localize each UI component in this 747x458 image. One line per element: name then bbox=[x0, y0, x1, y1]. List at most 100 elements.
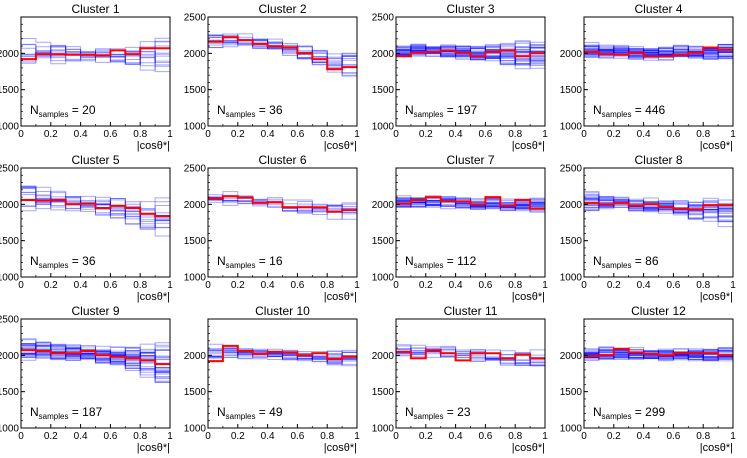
y-tick-label: 2000 bbox=[560, 351, 583, 362]
x-tick-label: 0.6 bbox=[103, 129, 117, 140]
y-tick-label: 1500 bbox=[560, 387, 583, 398]
y-tick-label: 1000 bbox=[372, 424, 395, 435]
variation-histogram bbox=[396, 200, 545, 210]
x-tick-label: 1 bbox=[730, 280, 736, 291]
nominal-histogram bbox=[584, 347, 733, 358]
x-axis-label: |cosθ*| bbox=[700, 140, 733, 152]
n-samples-label: Nsamples = 20 bbox=[30, 103, 96, 119]
variation-histogram bbox=[396, 200, 545, 212]
x-tick-label: 0.4 bbox=[74, 280, 88, 291]
y-tick-label: 1000 bbox=[0, 122, 19, 133]
x-tick-label: 0.4 bbox=[637, 129, 651, 140]
y-tick-label: 1500 bbox=[372, 236, 395, 247]
cluster-chart: Cluster 4 1000 1500 2000 0 0.2 0.4 0.6 0.8 1|cosθ… bbox=[560, 2, 736, 152]
x-tick-label: 1 bbox=[730, 129, 736, 140]
cluster-panel: Cluster 4 1000 1500 2000 0 0.2 0.4 0.6 0.8 1 |cosθ… bbox=[544, 0, 736, 156]
variation-histogram bbox=[21, 344, 170, 364]
y-tick-label: 1500 bbox=[0, 85, 19, 96]
cluster-chart: Cluster 1 1000 1500 2000 0 0.2 0.4 0.6 0.8 1|cosθ… bbox=[0, 2, 173, 152]
panel-title: Cluster 5 bbox=[71, 153, 119, 167]
x-tick-label: 0.8 bbox=[133, 129, 147, 140]
y-tick-label: 2000 bbox=[184, 351, 207, 362]
variation-histogram bbox=[208, 191, 357, 210]
variation-histogram bbox=[584, 202, 733, 223]
y-tick-label: 1500 bbox=[0, 387, 19, 398]
variation-histogram bbox=[21, 40, 170, 59]
x-tick-label: 0.6 bbox=[666, 431, 680, 442]
x-tick-label: 0.8 bbox=[508, 280, 522, 291]
panel-title: Cluster 10 bbox=[255, 304, 310, 318]
x-tick-label: 0.6 bbox=[478, 431, 492, 442]
x-tick-label: 0.6 bbox=[478, 280, 492, 291]
panel-title: Cluster 1 bbox=[71, 2, 119, 16]
cluster-panel: Cluster 10 1000 1500 2000 0 0.2 0.4 0.6 0.8 1 |cos… bbox=[168, 302, 360, 458]
y-tick-label: 2000 bbox=[372, 200, 395, 211]
cluster-chart: Cluster 7 1000 1500 2000 0 0.2 0.4 0.6 0.8 1|cosθ… bbox=[372, 153, 548, 303]
x-tick-label: 0.6 bbox=[478, 129, 492, 140]
variation-histogram bbox=[584, 48, 733, 59]
x-axis-label: |cosθ*| bbox=[512, 140, 545, 152]
variation-histogram bbox=[208, 350, 357, 366]
x-axis-label: |cosθ*| bbox=[700, 291, 733, 303]
y-tick-label: 2000 bbox=[184, 49, 207, 60]
n-samples-label: Nsamples = 197 bbox=[405, 103, 477, 119]
y-tick-label: 1000 bbox=[560, 122, 583, 133]
x-tick-label: 0.4 bbox=[449, 129, 463, 140]
y-tick-label: 1500 bbox=[560, 236, 583, 247]
panel-title: Cluster 3 bbox=[446, 2, 494, 16]
nominal-histogram bbox=[208, 36, 357, 71]
x-tick-label: 1 bbox=[354, 280, 360, 291]
y-tick-label: 2000 bbox=[372, 351, 395, 362]
n-samples-label: Nsamples = 299 bbox=[593, 405, 665, 421]
cluster-chart: Cluster 5 1000 1500 2000 2500 0 0.2 0.4 0.6 0.8 1|… bbox=[0, 153, 173, 303]
panel-title: Cluster 4 bbox=[634, 2, 682, 16]
cluster-chart: Cluster 2 1000 1500 2000 2500 0 0.2 0.4 0.6 0.8 1|… bbox=[184, 2, 360, 152]
nominal-histogram bbox=[396, 49, 545, 58]
x-tick-label: 0 bbox=[18, 280, 24, 291]
x-axis-label: |cosθ*| bbox=[700, 442, 733, 454]
n-samples-label: Nsamples = 36 bbox=[30, 254, 96, 270]
variation-histogram bbox=[21, 43, 170, 67]
cluster-panel: Cluster 11 1000 1500 2000 0 0.2 0.4 0.6 0.8 1 |cos… bbox=[356, 302, 548, 458]
variation-histogram bbox=[584, 48, 733, 59]
n-samples-label: Nsamples = 36 bbox=[217, 103, 283, 119]
x-tick-label: 0 bbox=[205, 431, 211, 442]
cluster-panel: Cluster 7 1000 1500 2000 0 0.2 0.4 0.6 0.8 1 |cosθ… bbox=[356, 151, 548, 307]
y-tick-label: 2500 bbox=[184, 164, 207, 175]
y-tick-label: 1500 bbox=[372, 387, 395, 398]
x-tick-label: 0.4 bbox=[74, 431, 88, 442]
cluster-chart: Cluster 12 1000 1500 2000 0 0.2 0.4 0.6 0.8 1|cos… bbox=[560, 304, 736, 454]
x-tick-label: 0.2 bbox=[231, 280, 245, 291]
cluster-panel: Cluster 6 1000 1500 2000 2500 0 0.2 0.4 0.6 0.8 1 |… bbox=[168, 151, 360, 307]
cluster-chart: Cluster 10 1000 1500 2000 0 0.2 0.4 0.6 0.8 1|cos… bbox=[184, 304, 360, 454]
y-tick-label: 1500 bbox=[560, 85, 583, 96]
cluster-panel: Cluster 5 1000 1500 2000 2500 0 0.2 0.4 0.6 0.8 1|… bbox=[0, 151, 173, 307]
x-tick-label: 0.6 bbox=[103, 280, 117, 291]
y-tick-label: 2500 bbox=[560, 164, 583, 175]
x-axis-label: |cosθ*| bbox=[137, 140, 170, 152]
y-tick-label: 1000 bbox=[560, 424, 583, 435]
y-tick-label: 1000 bbox=[184, 424, 207, 435]
x-tick-label: 0 bbox=[581, 280, 587, 291]
nominal-histogram bbox=[584, 46, 733, 58]
x-tick-label: 0.8 bbox=[320, 431, 334, 442]
y-tick-label: 2000 bbox=[0, 351, 19, 362]
y-tick-label: 2000 bbox=[560, 200, 583, 211]
y-tick-label: 1500 bbox=[184, 387, 207, 398]
panel-title: Cluster 6 bbox=[258, 153, 306, 167]
n-samples-label: Nsamples = 86 bbox=[593, 254, 659, 270]
y-tick-label: 2000 bbox=[0, 49, 19, 60]
nominal-histogram bbox=[396, 196, 545, 210]
x-tick-label: 1 bbox=[167, 280, 173, 291]
variation-histogram bbox=[396, 344, 545, 366]
cluster-chart: Cluster 6 1000 1500 2000 2500 0 0.2 0.4 0.6 0.8 1|… bbox=[184, 153, 360, 303]
x-tick-label: 0 bbox=[393, 280, 399, 291]
cluster-chart: Cluster 9 1000 1500 2000 2500 0 0.2 0.4 0.6 0.8 1|… bbox=[0, 304, 173, 454]
x-tick-label: 0.2 bbox=[44, 431, 58, 442]
y-tick-label: 2500 bbox=[0, 315, 19, 326]
cluster-panel: Cluster 1 1000 1500 2000 0 0.2 0.4 0.6 0.8 1|cosθ… bbox=[0, 0, 173, 156]
x-tick-label: 0 bbox=[205, 129, 211, 140]
panel-title: Cluster 9 bbox=[71, 304, 119, 318]
y-tick-label: 1500 bbox=[184, 236, 207, 247]
x-tick-label: 0.6 bbox=[290, 129, 304, 140]
